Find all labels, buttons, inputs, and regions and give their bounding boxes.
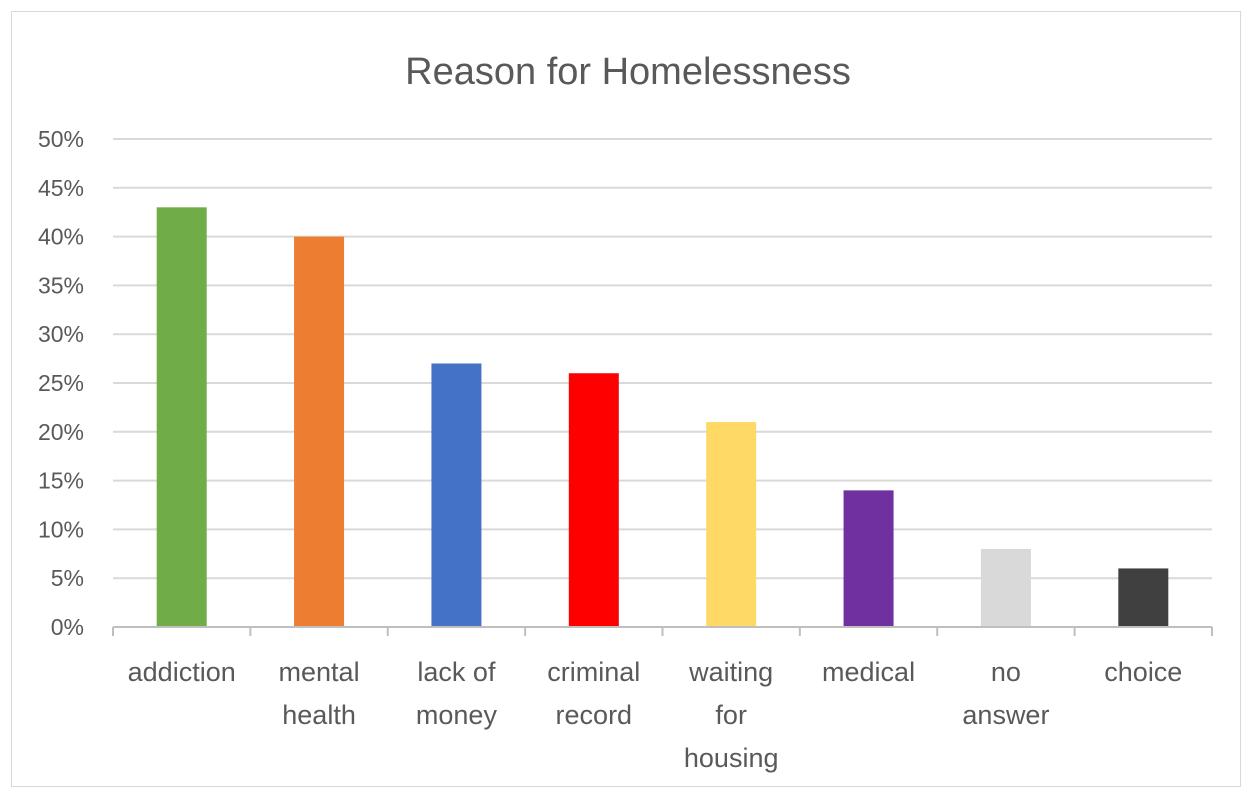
bar [843, 490, 894, 627]
bar [568, 373, 619, 627]
x-axis-labels: addiction mental health lack of money crimina… [128, 657, 1183, 773]
bar [980, 548, 1031, 627]
y-tick-label: 30% [38, 321, 84, 347]
bar [294, 236, 345, 627]
y-tick-label: 40% [38, 224, 84, 250]
bar [156, 207, 207, 627]
x-axis [112, 626, 1213, 636]
x-category-label: mental health [279, 657, 360, 730]
x-category-label: addiction [128, 657, 236, 687]
chart-frame [11, 11, 1241, 787]
bar [1118, 568, 1169, 627]
y-tick-label: 25% [38, 370, 84, 396]
x-category-label: waiting for housing [684, 657, 779, 773]
y-tick-label: 15% [38, 468, 84, 494]
y-tick-label: 5% [51, 565, 84, 591]
x-category-label: choice [1104, 657, 1182, 687]
x-category-label: criminal record [547, 657, 640, 730]
y-tick-label: 20% [38, 419, 84, 445]
y-axis-ticks: 0% 5% 10% 15% 20% 25% 30% 35% 40% 45% 50% [38, 126, 84, 640]
x-category-label: no answer [962, 657, 1049, 730]
bar [431, 363, 482, 627]
y-tick-label: 50% [38, 126, 84, 152]
y-tick-label: 45% [38, 175, 84, 201]
y-tick-label: 35% [38, 272, 84, 298]
gridlines [113, 138, 1212, 580]
bar [706, 422, 757, 627]
bars [156, 207, 1169, 627]
y-tick-label: 10% [38, 516, 84, 542]
x-category-label: lack of money [416, 657, 498, 730]
y-tick-label: 0% [51, 614, 84, 640]
x-category-label: medical [822, 657, 915, 687]
chart-title: Reason for Homelessness [405, 51, 851, 93]
